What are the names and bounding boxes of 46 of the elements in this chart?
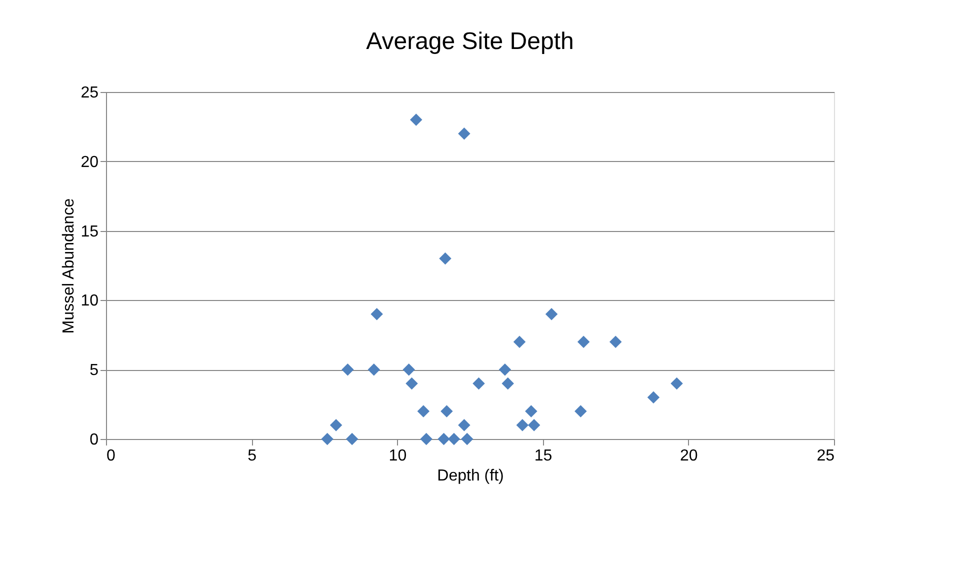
point [545, 308, 558, 320]
y-tick-label: 20 [80, 154, 99, 171]
point [574, 405, 587, 418]
y-tick-label: 5 [90, 362, 99, 380]
point [647, 391, 660, 404]
y-tick-label: 25 [80, 84, 99, 102]
x-axis-title: Depth (ft) [437, 468, 504, 484]
y-tick-label: 15 [80, 223, 99, 240]
chart-title: Average Site Depth [366, 28, 574, 55]
point [460, 432, 474, 446]
point [609, 336, 622, 348]
point [498, 363, 512, 376]
point [342, 363, 354, 376]
point [502, 377, 514, 390]
point [513, 336, 526, 348]
point [577, 336, 590, 348]
point [410, 114, 422, 126]
point [525, 405, 538, 418]
point [368, 363, 380, 376]
point [458, 128, 470, 140]
point [370, 308, 383, 320]
y-tick-label: 0 [90, 432, 99, 448]
x-tick-label: 25 [816, 448, 835, 464]
x-tick-label: 15 [534, 448, 552, 464]
point [417, 405, 430, 418]
x-tick-label: 10 [388, 448, 407, 464]
point [346, 432, 358, 446]
point [438, 432, 450, 446]
point [402, 363, 415, 376]
y-tick-label: 10 [80, 292, 99, 310]
point [330, 418, 342, 432]
point [516, 418, 529, 432]
point [439, 252, 452, 265]
x-tick-label: 0 [106, 448, 116, 464]
x-tick-label: 20 [680, 448, 698, 464]
x-tick-label: 5 [248, 448, 257, 464]
point [406, 377, 418, 390]
point [528, 418, 540, 432]
point [440, 405, 453, 418]
point [458, 418, 470, 432]
point [321, 432, 334, 446]
point [420, 432, 432, 446]
point [472, 377, 485, 390]
point [670, 377, 683, 390]
point [448, 432, 460, 446]
y-axis-title: Mussel Abundance [60, 198, 78, 334]
